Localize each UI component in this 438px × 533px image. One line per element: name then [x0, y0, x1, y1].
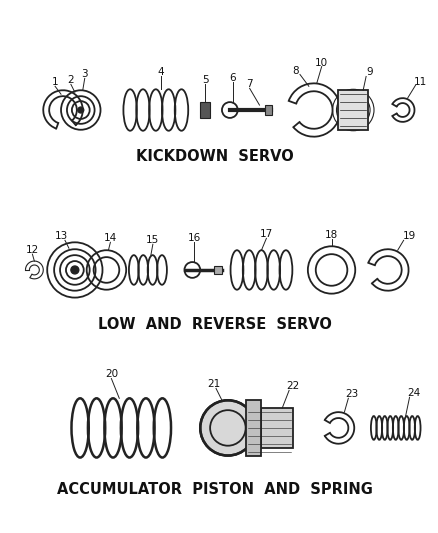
Text: KICKDOWN  SERVO: KICKDOWN SERVO	[136, 149, 294, 164]
Text: 14: 14	[104, 233, 117, 244]
Text: 5: 5	[202, 75, 208, 85]
Text: 4: 4	[157, 68, 164, 77]
Text: 8: 8	[293, 66, 299, 76]
Text: 3: 3	[81, 69, 88, 79]
Text: 12: 12	[26, 245, 39, 255]
Text: 6: 6	[230, 74, 236, 84]
Bar	[246, 400, 261, 456]
Text: 18: 18	[325, 230, 338, 240]
Bar	[265, 105, 272, 115]
Text: LOW  AND  REVERSE  SERVO: LOW AND REVERSE SERVO	[98, 317, 332, 332]
Text: ACCUMULATOR  PISTON  AND  SPRING: ACCUMULATOR PISTON AND SPRING	[57, 482, 373, 497]
Text: 10: 10	[315, 58, 328, 68]
Circle shape	[78, 107, 84, 113]
Text: 16: 16	[188, 233, 201, 244]
Text: 24: 24	[407, 389, 420, 398]
Text: 21: 21	[208, 379, 221, 390]
Bar	[261, 408, 293, 448]
Text: 22: 22	[286, 382, 300, 391]
Text: 11: 11	[414, 77, 427, 87]
Bar	[200, 102, 210, 118]
Text: 2: 2	[67, 75, 74, 85]
Text: 23: 23	[346, 390, 359, 399]
Bar	[339, 90, 368, 130]
Text: 9: 9	[367, 68, 373, 77]
Text: 17: 17	[260, 229, 273, 239]
Text: 20: 20	[105, 369, 118, 378]
Text: 15: 15	[146, 236, 159, 245]
Bar	[214, 266, 222, 274]
Text: 13: 13	[54, 231, 67, 241]
Circle shape	[71, 266, 79, 274]
Text: 19: 19	[403, 231, 416, 241]
Text: 1: 1	[52, 77, 58, 87]
Text: 7: 7	[246, 79, 253, 90]
Circle shape	[200, 400, 255, 456]
